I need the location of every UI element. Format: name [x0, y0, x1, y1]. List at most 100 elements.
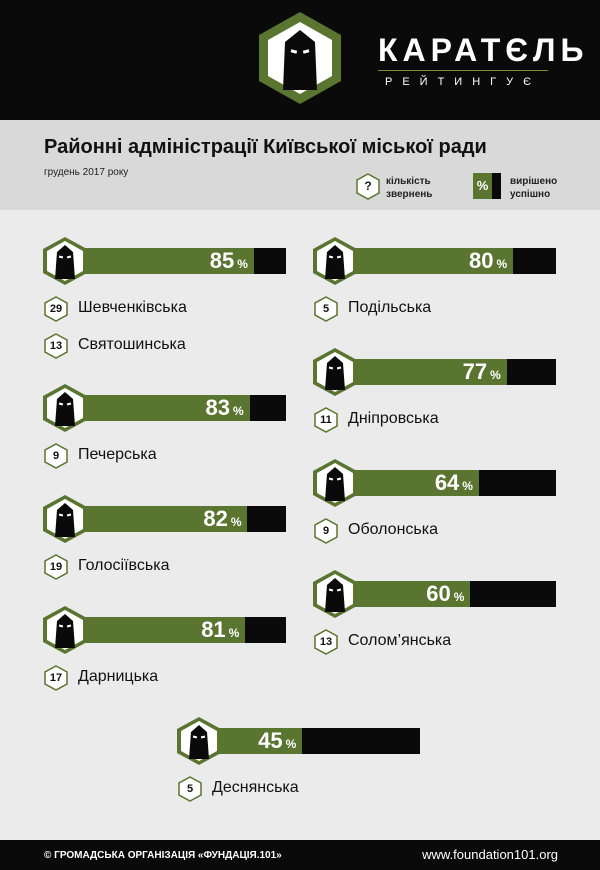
resolution-percent: 60% [426, 581, 464, 610]
resolution-percent: 85% [210, 248, 248, 277]
count-hex-icon [314, 629, 338, 655]
request-count: 9 [52, 450, 60, 462]
percent-value: 64 [434, 470, 460, 495]
percent-sign: % [230, 515, 242, 529]
report-date: грудень 2017 року [44, 167, 129, 178]
resolution-bar: 60% [342, 581, 556, 607]
percent-sign: % [496, 257, 508, 271]
district-name: Святошинська [78, 336, 186, 353]
resolution-bar: 85% [72, 248, 286, 274]
resolution-percent: 64% [435, 470, 473, 499]
district-card: 85% 29 Шевченківська 13 Святошинська [42, 236, 332, 366]
legend-count-symbol: ? [364, 179, 372, 193]
request-count: 13 [49, 340, 63, 352]
resolution-bar-fill [72, 395, 250, 421]
percent-sign: % [237, 257, 248, 271]
hooded-figure-hex-icon [313, 459, 357, 507]
request-count: 9 [322, 525, 330, 537]
district-name: Шевченківська [78, 299, 187, 316]
count-hex-icon [44, 443, 68, 469]
brand-subtitle: РЕЙТИНГУЄ [385, 76, 541, 88]
page-title: Районні адміністрації Київської міської … [44, 136, 487, 158]
count-hex-icon [314, 296, 338, 322]
district-name: Дніпровська [348, 410, 439, 427]
district-name: Голосіївська [78, 557, 170, 574]
legend-pct-label: вирішено успішно [510, 176, 558, 200]
footer: © ГРОМАДСЬКА ОРГАНІЗАЦІЯ «ФУНДАЦІЯ.101» … [0, 840, 600, 870]
legend-count-label: кількість звернень [386, 176, 433, 200]
district-name: Печерська [78, 446, 157, 463]
district-name: Деснянська [212, 779, 299, 796]
hooded-figure-hex-icon [313, 348, 357, 396]
resolution-bar-fill [72, 617, 246, 643]
resolution-percent: 81% [201, 617, 239, 646]
resolution-percent: 45% [258, 728, 296, 757]
request-count: 17 [49, 672, 63, 684]
resolution-bar-fill [342, 581, 471, 607]
brand-divider [378, 70, 548, 71]
resolution-bar: 81% [72, 617, 286, 643]
district-card: 83% 9 Печерська [42, 383, 332, 513]
district-name: Солом’янська [348, 632, 452, 649]
district-name: Подільська [348, 299, 432, 316]
hooded-figure-hex-icon [43, 606, 87, 654]
district-card: 80% 5 Подільська [312, 236, 600, 366]
hooded-figure-logo-icon [259, 12, 341, 104]
percent-sign: % [453, 590, 465, 604]
percent-value: 77 [462, 359, 488, 384]
footer-website-link[interactable]: www.foundation101.org [422, 847, 558, 862]
resolution-bar: 83% [72, 395, 286, 421]
district-name: Дарницька [78, 668, 159, 685]
district-card: 60% 13 Солом’янська [312, 569, 600, 699]
hooded-figure-hex-icon [43, 495, 87, 543]
district-card: 82% 19 Голосіївська [42, 494, 332, 624]
percent-value: 82 [203, 506, 228, 531]
hooded-figure-hex-icon [313, 237, 357, 285]
count-hex-icon [44, 296, 68, 322]
resolution-bar-fill [342, 470, 479, 496]
brand-name: КАРАТЄЛЬ [378, 32, 589, 68]
hooded-figure-hex-icon [43, 384, 87, 432]
count-hex-icon [44, 333, 68, 359]
count-hex-icon [44, 554, 68, 580]
resolution-bar-fill [72, 506, 248, 532]
resolution-percent: 82% [203, 506, 241, 535]
resolution-bar-fill [206, 728, 303, 754]
resolution-bar-fill [342, 248, 514, 274]
count-hex-icon [44, 665, 68, 691]
resolution-percent: 83% [205, 395, 243, 424]
header: КАРАТЄЛЬ РЕЙТИНГУЄ [0, 0, 600, 120]
district-card: 77% 11 Дніпровська [312, 347, 600, 477]
percent-sign: % [228, 626, 240, 640]
district-name: Оболонська [348, 521, 438, 538]
percent-sign: % [462, 479, 473, 493]
resolution-bar: 45% [206, 728, 420, 754]
footer-copyright: © ГРОМАДСЬКА ОРГАНІЗАЦІЯ «ФУНДАЦІЯ.101» [44, 850, 282, 861]
percent-value: 80 [469, 248, 494, 273]
request-count: 19 [49, 561, 63, 573]
resolution-bar: 80% [342, 248, 556, 274]
count-hex-icon [178, 776, 202, 802]
hooded-figure-hex-icon [43, 237, 87, 285]
district-card: 81% 17 Дарницька [42, 605, 332, 735]
percent-value: 60 [426, 581, 451, 606]
legend-pct-swatch: % [473, 173, 501, 199]
resolution-bar: 77% [342, 359, 556, 385]
percent-value: 85 [209, 248, 235, 273]
resolution-bar: 64% [342, 470, 556, 496]
legend-count-hex-icon [356, 173, 380, 200]
resolution-bar: 82% [72, 506, 286, 532]
resolution-percent: 80% [469, 248, 507, 277]
resolution-percent: 77% [463, 359, 501, 388]
request-count: 13 [319, 636, 333, 648]
count-hex-icon [314, 407, 338, 433]
count-hex-icon [314, 518, 338, 544]
request-count: 5 [322, 303, 330, 315]
percent-value: 45 [258, 728, 283, 753]
hooded-figure-hex-icon [313, 570, 357, 618]
request-count: 11 [320, 414, 332, 426]
district-card: 45% 5 Деснянська [176, 716, 466, 846]
resolution-bar-fill [342, 359, 507, 385]
request-count: 5 [186, 783, 194, 795]
hooded-figure-hex-icon [177, 717, 221, 765]
